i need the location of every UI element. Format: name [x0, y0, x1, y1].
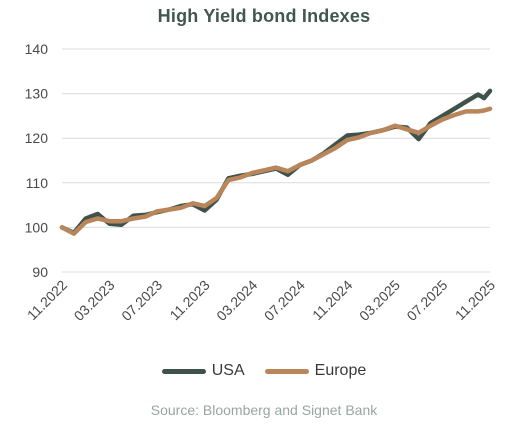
x-tick-label: 11.2022 — [24, 277, 71, 324]
x-tick-label: 03.2025 — [356, 277, 403, 324]
legend-label-europe: Europe — [314, 362, 367, 379]
y-tick-label: 90 — [32, 264, 48, 280]
series-line-europe — [59, 106, 493, 236]
series-line-usa — [59, 88, 493, 236]
x-tick-label: 07.2025 — [403, 277, 450, 324]
x-tick-label: 07.2023 — [118, 277, 165, 324]
legend-label-usa: USA — [211, 362, 245, 379]
x-tick-label: 03.2024 — [213, 277, 260, 324]
x-tick-label: 11.2024 — [309, 277, 356, 324]
y-tick-label: 130 — [25, 86, 49, 102]
chart-title: High Yield bond Indexes — [157, 6, 371, 26]
x-tick-label: 03.2023 — [71, 277, 118, 324]
legend-swatch-europe — [264, 368, 309, 374]
y-tick-label: 100 — [25, 219, 49, 235]
x-tick-label: 07.2024 — [261, 277, 308, 324]
legend: USA Europe — [0, 362, 528, 380]
legend-item-usa: USA — [161, 362, 245, 380]
x-tick-label: 11.2025 — [452, 277, 499, 324]
x-tick-label: 11.2023 — [166, 277, 213, 324]
y-tick-label: 120 — [25, 130, 49, 146]
y-tick-label: 110 — [26, 175, 49, 191]
source-note: Source: Bloomberg and Signet Bank — [150, 402, 378, 418]
legend-item-europe: Europe — [264, 362, 367, 380]
legend-swatch-usa — [161, 368, 206, 374]
y-tick-label: 140 — [25, 41, 49, 57]
